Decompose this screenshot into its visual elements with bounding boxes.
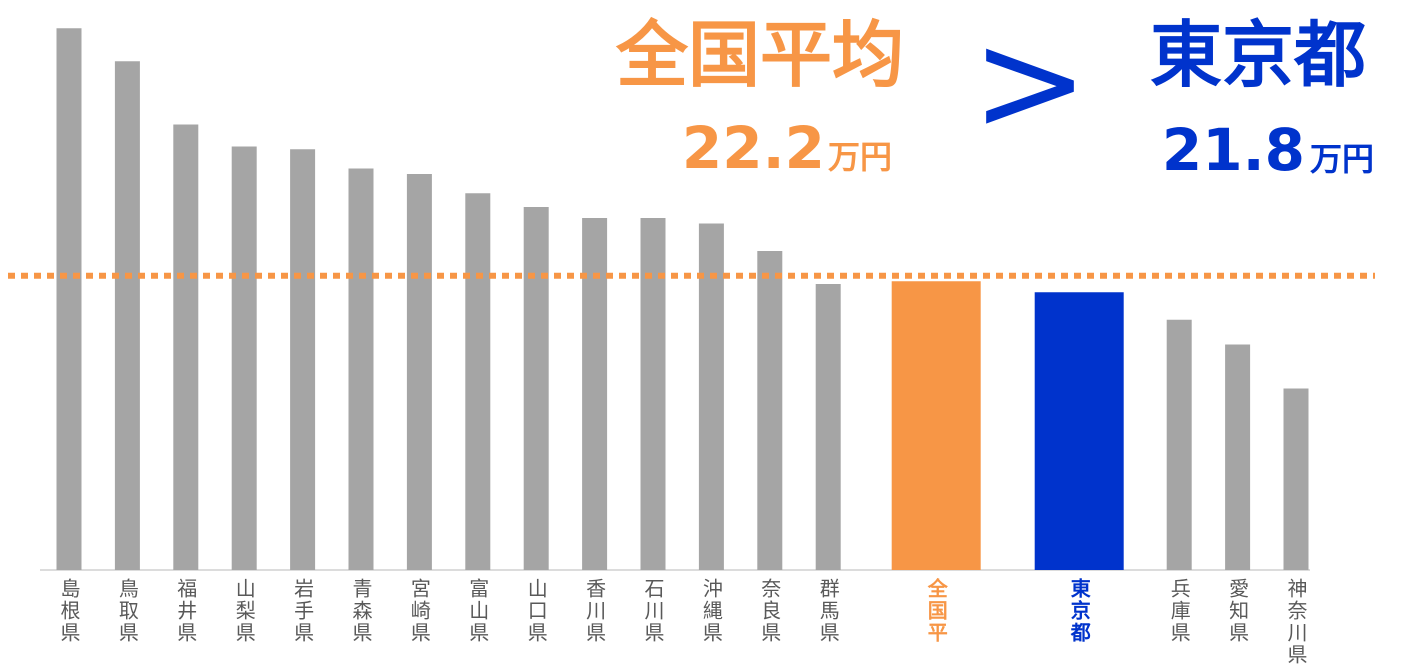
bar [56, 28, 82, 570]
tokyo-value: 21.8 [1162, 116, 1305, 184]
bar [698, 223, 724, 570]
x-tick-label: 福井県 [174, 578, 198, 644]
x-tick-label: 宮崎県 [407, 578, 431, 644]
bar [114, 61, 140, 570]
bar [640, 218, 666, 570]
x-tick-label: 香川県 [583, 578, 607, 644]
tokyo-label: 東京都 [1150, 13, 1366, 97]
comparison-sign: > [971, 1, 1088, 164]
x-tick-label: 岩手県 [291, 578, 315, 644]
national-value: 22.2 [682, 114, 825, 182]
x-tick-label: 富山県 [466, 578, 490, 644]
national-unit: 万円 [828, 138, 892, 176]
bar [1225, 344, 1251, 570]
x-tick-label: 全国平 [924, 577, 948, 644]
x-tick-label: 島根県 [57, 578, 81, 644]
x-tick-label: 沖縄県 [699, 578, 723, 644]
bar [231, 146, 257, 570]
bar [523, 207, 549, 570]
national-label: 全国平均 [615, 13, 904, 97]
x-tick-label: 愛知県 [1226, 578, 1250, 644]
bar [582, 218, 608, 570]
x-tick-label: 山梨県 [232, 578, 256, 644]
bar [757, 251, 783, 570]
x-tick-label: 奈良県 [758, 578, 782, 644]
bar [290, 149, 316, 570]
x-tick-label: 神奈川県 [1284, 578, 1308, 664]
bar [465, 193, 491, 570]
tokyo-unit: 万円 [1310, 140, 1374, 178]
x-tick-label: 青森県 [349, 578, 373, 644]
x-tick-label: 兵庫県 [1167, 578, 1191, 644]
bar [815, 284, 841, 570]
bar [1283, 388, 1309, 570]
x-tick-label: 山口県 [524, 578, 548, 644]
x-tick-label: 群馬県 [816, 578, 840, 644]
bar [1034, 292, 1124, 570]
x-tick-label: 石川県 [641, 578, 665, 644]
x-tick-label: 鳥取県 [115, 578, 139, 644]
bar [891, 281, 981, 570]
bar [173, 124, 199, 570]
x-tick-label: 東京都 [1067, 578, 1091, 644]
bar [406, 174, 432, 570]
bar [348, 168, 374, 570]
bar [1166, 319, 1192, 570]
